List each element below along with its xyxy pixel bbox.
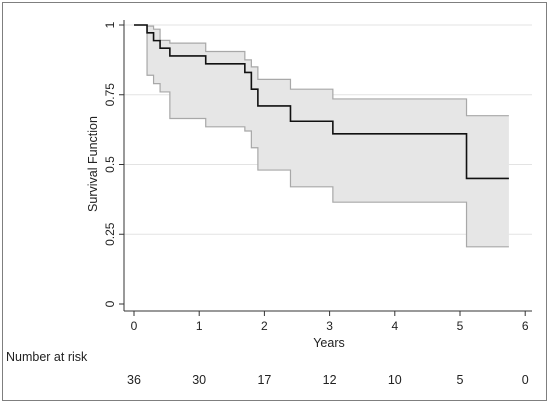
risk-value: 36 — [127, 373, 141, 387]
survival-curve — [134, 24, 509, 180]
y-tick-label: 1 — [103, 21, 117, 28]
confidence-band — [134, 25, 509, 247]
x-axis-label: Years — [313, 336, 345, 350]
x-axis-ticks: 0 1 2 3 4 5 6 — [131, 311, 529, 333]
risk-value: 0 — [522, 373, 529, 387]
risk-value: 12 — [323, 373, 337, 387]
x-tick-label: 4 — [391, 319, 398, 333]
x-tick-label: 6 — [522, 319, 529, 333]
x-tick-label: 2 — [261, 319, 268, 333]
risk-value: 17 — [257, 373, 271, 387]
x-tick-label: 0 — [131, 319, 138, 333]
y-tick-label: 0.5 — [103, 156, 117, 173]
x-tick-label: 3 — [326, 319, 333, 333]
risk-value: 5 — [457, 373, 464, 387]
risk-table-label: Number at risk — [6, 350, 88, 364]
x-tick-label: 1 — [196, 319, 203, 333]
risk-value: 10 — [388, 373, 402, 387]
confidence-upper-edge — [134, 24, 509, 117]
confidence-lower-edge — [134, 24, 509, 248]
y-axis-label: Survival Function — [86, 116, 100, 212]
risk-table-values: 36 30 17 12 10 5 0 — [127, 373, 529, 387]
y-tick-label: 0 — [103, 300, 117, 307]
y-tick-label: 0.75 — [103, 83, 117, 107]
risk-value: 30 — [192, 373, 206, 387]
chart-frame — [2, 2, 547, 401]
x-tick-label: 5 — [457, 319, 464, 333]
y-axis-ticks: 0 0.25 0.5 0.75 1 — [103, 21, 124, 307]
y-tick-label: 0.25 — [103, 222, 117, 246]
